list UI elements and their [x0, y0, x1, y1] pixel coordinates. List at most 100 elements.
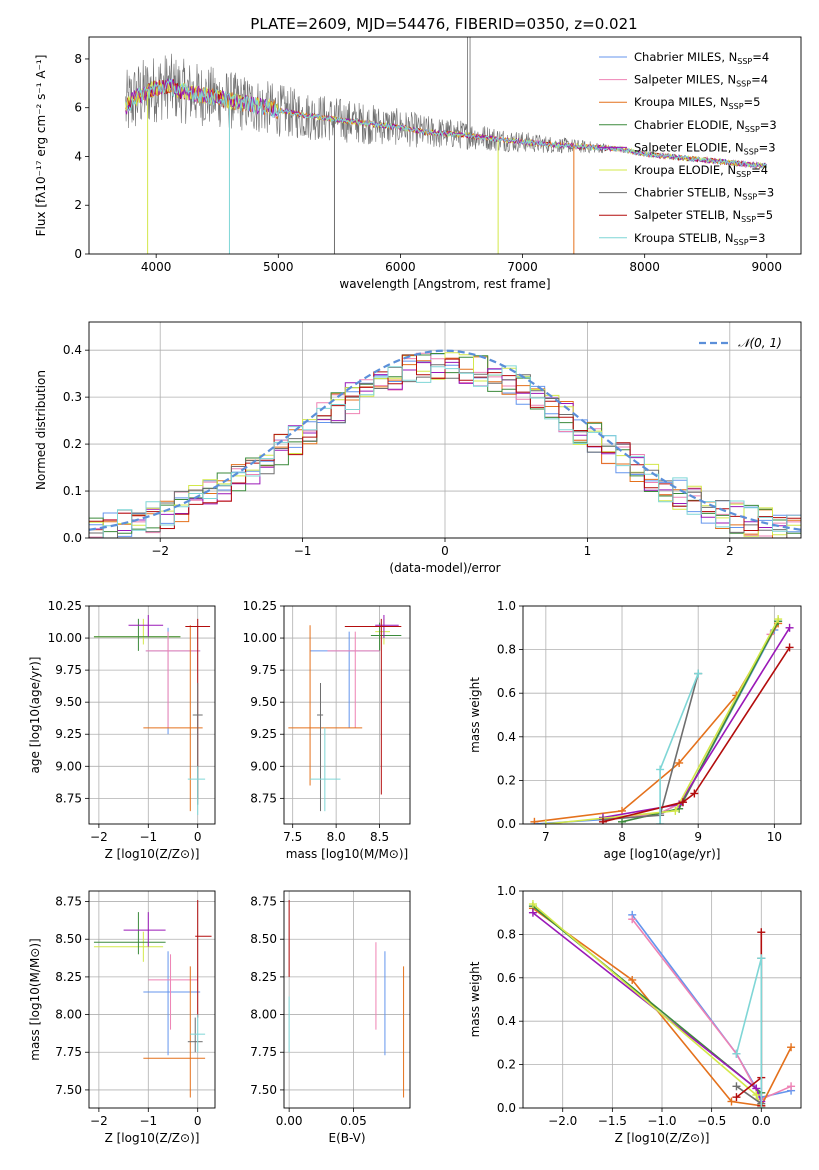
mass-weight-point-marker: [732, 1082, 741, 1091]
x-tick-label: 5000: [263, 260, 294, 274]
x-axis-label: age [log10(age/yr)]: [604, 847, 721, 861]
y-tick-label: 0.2: [497, 1058, 516, 1072]
legend-label-suffix: =5: [744, 95, 761, 109]
legend-label-subscript: SSP: [736, 80, 751, 89]
x-tick-label: 2: [726, 544, 734, 558]
age-vs-metallicity-panel: −2 −1 0 8.75 9.00 9.25 9.50 9.75 10.00 10.25 Z [lo…: [28, 599, 216, 861]
y-tick-label: 0.3: [63, 390, 82, 404]
legend-label: Chabrier MILES, NSSP=4: [634, 50, 769, 66]
mass-weight-point-marker: [528, 908, 537, 917]
mass-weight-vs-metallicity-panel: −2.0 −1.5 −1.0 −0.5 0.0 0.0 0.2 0.4 0.6 0.8 1.0 Z […: [468, 884, 802, 1145]
y-tick-label: 10.25: [243, 599, 277, 613]
y-axis-label: age [log10(age/yr)]: [28, 657, 42, 774]
x-tick-label: 0: [194, 1114, 202, 1128]
mass-weight-series-line: [534, 622, 779, 823]
mass-weight-point-marker: [598, 817, 607, 824]
mass-weight-point-marker: [752, 1090, 761, 1099]
mass-weight-series-line: [735, 958, 763, 1108]
mass-weight-point-marker: [727, 1097, 736, 1106]
y-tick-label: 9.25: [250, 727, 277, 741]
y-tick-label: 9.00: [55, 759, 82, 773]
y-tick-label: 0.0: [497, 817, 516, 831]
axes-frame: [88, 321, 802, 539]
legend-label-subscript: SSP: [744, 147, 759, 156]
legend-label-text: Salpeter ELODIE, N: [634, 140, 744, 154]
x-tick-label: −2.0: [548, 1114, 577, 1128]
plot-area: [528, 900, 796, 1108]
legend-label: Kroupa ELODIE, NSSP=4: [634, 163, 768, 179]
y-tick-label: 7.75: [250, 1045, 277, 1059]
mass-weight-series-line: [602, 627, 791, 819]
mass-weight-point-marker: [671, 806, 680, 815]
y-tick-label: 7.50: [55, 1083, 82, 1097]
y-tick-label: 0.8: [497, 643, 516, 657]
legend-label-subscript: SSP: [734, 238, 749, 247]
mass-weight-point-marker: [618, 817, 627, 824]
residual-histogram-series: [89, 365, 801, 538]
mass-weight-point-marker: [528, 900, 537, 909]
y-tick-label: 0.8: [497, 927, 516, 941]
legend-label-subscript: SSP: [736, 170, 751, 179]
x-tick-label: −0.5: [697, 1114, 726, 1128]
legend-label-text: Kroupa MILES, N: [634, 95, 729, 109]
gaussian-reference-curve: [89, 349, 801, 531]
mass-weight-point-marker: [787, 1043, 796, 1052]
y-tick-label: 8.50: [250, 932, 277, 946]
y-tick-label: 8.75: [55, 895, 82, 909]
y-tick-label: 8.75: [250, 791, 277, 805]
x-tick-label: 9: [694, 830, 702, 844]
y-tick-label: 0.2: [497, 773, 516, 787]
mass-weight-series-line: [532, 912, 763, 1102]
legend-label-suffix: =5: [756, 208, 773, 222]
x-tick-label: 10: [767, 830, 782, 844]
legend-label: Kroupa STELIB, NSSP=3: [634, 231, 765, 247]
y-tick-label: 1.0: [497, 884, 516, 898]
legend-label-text: Kroupa ELODIE, N: [634, 163, 736, 177]
x-tick-label: 8: [618, 830, 626, 844]
y-tick-label: 7.50: [250, 1083, 277, 1097]
axes-frame: [88, 890, 216, 1109]
mass-weight-point-marker: [787, 1082, 796, 1091]
spectrum-panel: 4000 5000 6000 7000 8000 9000 0 2 4 6 8 wavelength …: [34, 36, 802, 291]
y-tick-label: 1.0: [497, 599, 516, 613]
legend-label-suffix: =3: [759, 140, 776, 154]
y-tick-label: 10.25: [48, 599, 82, 613]
mass-vs-metallicity-panel: −2 −1 0 7.50 7.75 8.00 8.25 8.50 8.75 Z [log10(Z/…: [28, 890, 216, 1145]
y-tick-label: 6: [74, 101, 82, 115]
y-tick-label: 4: [74, 149, 82, 163]
y-tick-label: 0.1: [63, 484, 82, 498]
mass-weight-point-marker: [656, 765, 665, 774]
plot-area: [93, 900, 212, 1098]
x-tick-label: 8000: [629, 260, 660, 274]
mass-weight-point-marker: [656, 820, 665, 824]
x-axis-label: (data-model)/error: [389, 561, 500, 575]
x-axis-label: Z [log10(Z/Z⊙)]: [105, 847, 200, 861]
plot-area: [93, 614, 211, 816]
plot-area: [288, 900, 405, 1098]
legend-label-text: Chabrier ELODIE, N: [634, 118, 745, 132]
mass-weight-point-marker: [678, 798, 687, 807]
legend-label: Chabrier ELODIE, NSSP=3: [634, 118, 777, 134]
y-tick-label: 0.6: [497, 971, 516, 985]
y-tick-label: 9.50: [55, 695, 82, 709]
y-tick-label: 7.75: [55, 1045, 82, 1059]
y-tick-label: 9.25: [55, 727, 82, 741]
x-tick-label: −2: [90, 830, 108, 844]
y-tick-label: 8.00: [55, 1008, 82, 1022]
x-tick-label: 1: [584, 544, 592, 558]
y-tick-label: 0.4: [497, 730, 516, 744]
legend-label-subscript: SSP: [741, 215, 756, 224]
legend-label-text: Kroupa STELIB, N: [634, 231, 734, 245]
mass-weight-point-marker: [694, 669, 703, 678]
axes-frame: [88, 36, 802, 255]
legend-label-suffix: =3: [760, 118, 777, 132]
legend-label-text: Salpeter MILES, N: [634, 73, 736, 87]
y-tick-label: 9.75: [250, 663, 277, 677]
legend-label-text: Chabrier STELIB, N: [634, 186, 742, 200]
plot-area: [89, 349, 801, 538]
x-tick-label: 0: [194, 830, 202, 844]
legend-label: Kroupa MILES, NSSP=5: [634, 95, 760, 111]
axes-frame: [88, 605, 216, 825]
mass-weight-point-marker: [785, 643, 794, 652]
